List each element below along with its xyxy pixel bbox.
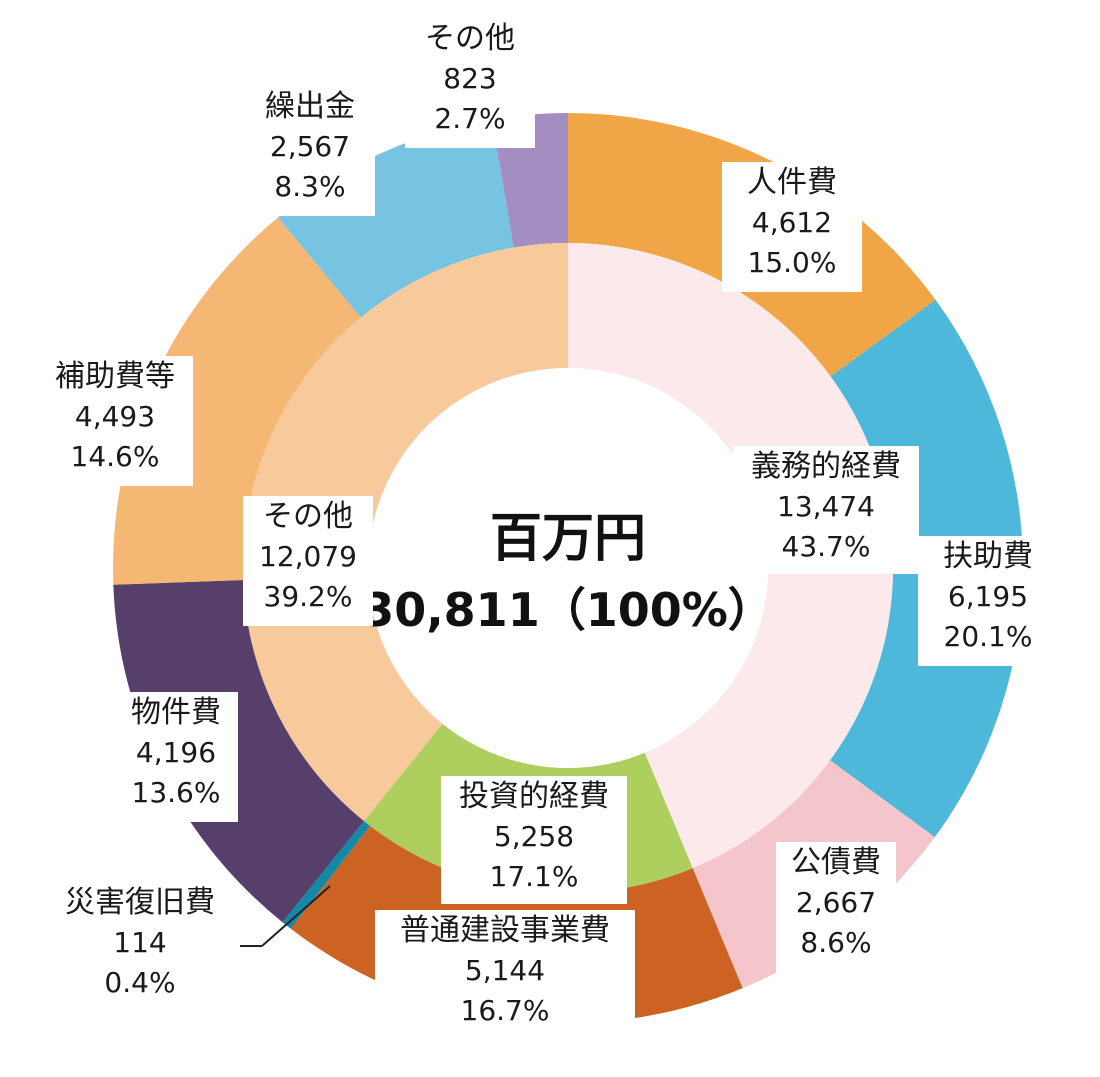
inner-label-percent-1: 17.1% [490, 860, 579, 893]
outer-label-value-0: 4,612 [752, 206, 832, 239]
center-title: 百万円 [490, 509, 646, 569]
outer-label-bg-6 [37, 356, 193, 486]
outer-label-percent-6: 14.6% [71, 440, 160, 473]
outer-label-8: その他 823 2.7% [405, 18, 535, 148]
outer-label-bg-3 [375, 910, 635, 1038]
outer-label-value-5: 4,196 [136, 736, 216, 769]
inner-label-value-2: 12,079 [259, 540, 357, 573]
outer-label-value-7: 2,567 [270, 130, 350, 163]
inner-label-percent-2: 39.2% [264, 580, 353, 613]
outer-label-2: 公債費 2,667 8.6% [776, 842, 896, 972]
outer-slice-5 [113, 579, 365, 923]
inner-label-bg-0 [733, 446, 919, 574]
outer-label-value-8: 823 [443, 62, 496, 95]
outer-slice-4 [282, 821, 370, 929]
outer-label-percent-3: 16.7% [461, 994, 550, 1027]
outer-label-bg-7 [245, 86, 375, 216]
outer-label-7: 繰出金 2,567 8.3% [245, 86, 375, 216]
outer-slice-7 [277, 119, 514, 318]
outer-label-value-4: 114 [113, 926, 166, 959]
outer-label-percent-8: 2.7% [434, 102, 505, 135]
inner-slice-0 [568, 243, 893, 869]
outer-label-bg-2 [776, 842, 896, 972]
inner-label-2: その他 12,079 39.2% [243, 496, 373, 626]
inner-label-1: 投資的経費 5,258 17.1% [441, 776, 627, 904]
outer-label-percent-2: 8.6% [800, 926, 871, 959]
outer-label-name-8: その他 [425, 21, 515, 56]
outer-label-bg-0 [722, 162, 862, 292]
outer-label-name-7: 繰出金 [265, 89, 355, 124]
inner-label-name-0: 義務的経費 [751, 449, 901, 484]
outer-label-5: 物件費 4,196 13.6% [114, 692, 238, 822]
leader-line-disaster-diag [261, 885, 331, 947]
outer-label-bg-5 [114, 692, 238, 822]
outer-label-bg-1 [918, 536, 1058, 666]
outer-label-name-0: 人件費 [747, 165, 837, 200]
outer-label-0: 人件費 4,612 15.0% [722, 162, 862, 292]
labels: 人件費 4,612 15.0% 扶助費 6,195 20.1% 公債費 2,667 8.6% 普通… [37, 18, 1058, 1038]
outer-label-1: 扶助費 6,195 20.1% [918, 536, 1058, 666]
outer-label-percent-5: 13.6% [132, 776, 221, 809]
outer-label-name-4: 災害復旧費 [65, 885, 215, 920]
outer-label-name-6: 補助費等 [55, 359, 175, 394]
inner-slice-2 [242, 243, 568, 822]
inner-label-value-1: 5,258 [494, 820, 574, 853]
outer-label-value-6: 4,493 [75, 400, 155, 433]
outer-slice-6 [113, 217, 361, 585]
outer-label-value-2: 2,667 [796, 886, 876, 919]
outer-label-6: 補助費等 4,493 14.6% [37, 356, 193, 486]
inner-label-name-2: その他 [263, 499, 353, 534]
outer-label-percent-4: 0.4% [104, 966, 175, 999]
outer-label-name-2: 公債費 [791, 845, 881, 880]
outer-label-3: 普通建設事業費 5,144 16.7% [375, 910, 635, 1038]
outer-label-name-1: 扶助費 [943, 539, 1033, 574]
center-total: 30,811（100%） [362, 583, 774, 637]
inner-label-value-0: 13,474 [777, 490, 875, 523]
inner-label-name-1: 投資的経費 [459, 779, 609, 814]
outer-label-percent-1: 20.1% [944, 620, 1033, 653]
outer-label-name-3: 普通建設事業費 [400, 913, 610, 948]
inner-label-percent-0: 43.7% [782, 530, 871, 563]
inner-label-bg-2 [243, 496, 373, 626]
inner-label-bg-1 [441, 776, 627, 904]
outer-label-percent-7: 8.3% [274, 170, 345, 203]
outer-label-value-1: 6,195 [948, 580, 1028, 613]
outer-label-percent-0: 15.0% [748, 246, 837, 279]
outer-label-4: 災害復旧費 114 0.4% [65, 885, 215, 999]
outer-label-name-5: 物件費 [131, 695, 221, 730]
outer-label-value-3: 5,144 [465, 954, 545, 987]
center-hole [368, 368, 768, 768]
outer-label-bg-8 [405, 18, 535, 148]
inner-label-0: 義務的経費 13,474 43.7% [733, 446, 919, 574]
